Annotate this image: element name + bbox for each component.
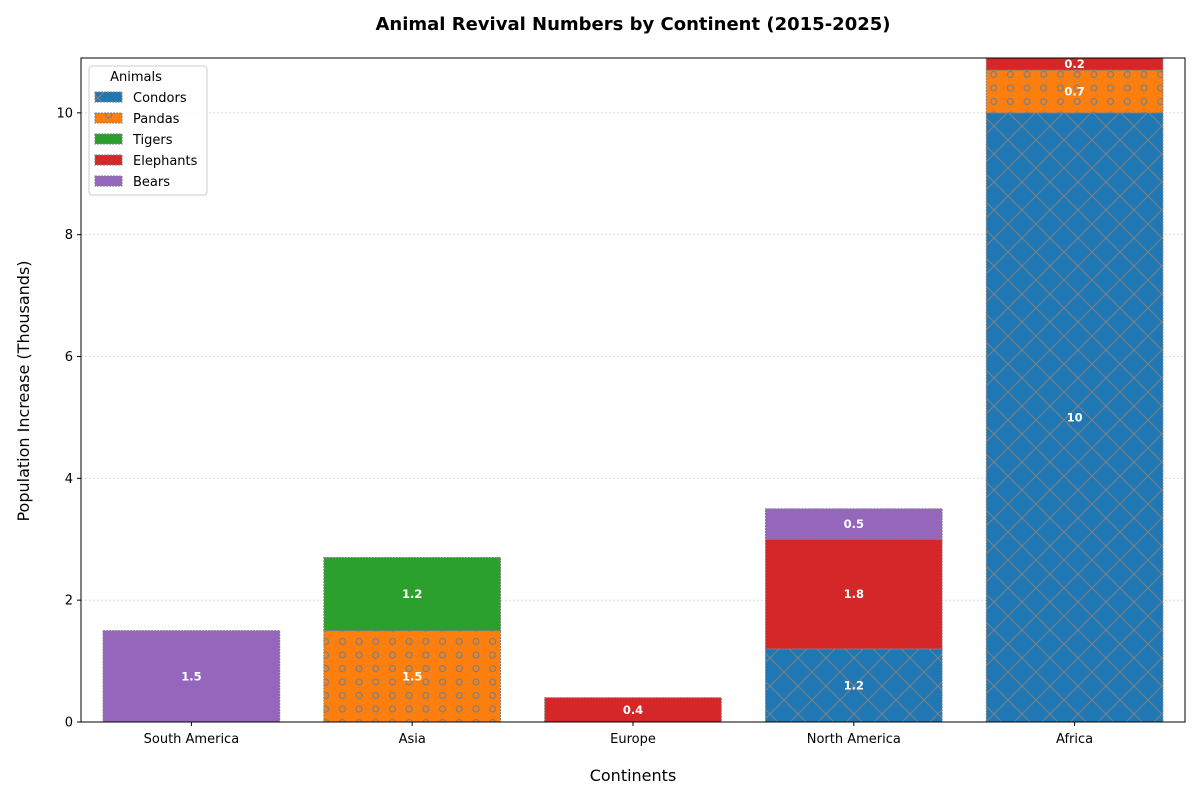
legend-swatch-pandas-edge [94, 112, 123, 124]
legend-label-condors: Condors [133, 91, 187, 106]
x-tick-label: North America [807, 732, 901, 747]
legend-swatch-tigers [95, 134, 122, 144]
x-tick-label: Africa [1056, 732, 1093, 747]
y-tick-label: 2 [65, 594, 73, 609]
y-tick-label: 0 [65, 716, 73, 731]
bar-bears-south-america [103, 630, 280, 722]
y-tick-label: 4 [65, 472, 73, 487]
bar-condors-north-america-hatch [765, 648, 943, 722]
data-label: 1.5 [402, 669, 422, 683]
y-axis-title: Population Increase (Thousands) [14, 260, 33, 521]
x-tick-label: Asia [399, 732, 426, 747]
legend-label-tigers: Tigers [132, 133, 173, 148]
bar-pandas-asia-hatch [323, 630, 501, 722]
bar-tigers-asia [323, 557, 501, 631]
data-label: 0.5 [844, 517, 864, 531]
legend-swatch-condors-edge [94, 91, 123, 103]
bar-tigers-asia-edge [323, 557, 502, 632]
bar-bears-north-america-edge [764, 508, 943, 540]
data-label: 1.2 [844, 678, 864, 692]
data-label: 1.2 [402, 587, 422, 601]
data-label: 1.5 [181, 669, 201, 683]
bar-bears-north-america [765, 508, 943, 540]
legend-swatch-elephants [95, 155, 122, 165]
x-tick-label: South America [144, 732, 240, 747]
bar-condors-north-america-edge [764, 648, 943, 723]
bar-condors-africa-hatch [986, 112, 1163, 723]
bar-elephants-africa [986, 58, 1163, 71]
bar-pandas-africa-hatch [986, 70, 1163, 113]
legend-swatch-pandas-hatch [95, 113, 122, 123]
legend-label-bears: Bears [133, 175, 170, 190]
bar-elephants-north-america [765, 539, 943, 649]
legend: Animals Condors Pandas Tigers Elephants Bears [88, 65, 208, 196]
x-axis-title: Continents [590, 766, 677, 785]
data-label: 0.4 [623, 703, 643, 717]
legend-swatch-condors-hatch [95, 92, 122, 102]
legend-swatch-bears [95, 176, 122, 186]
legend-swatch-bears-edge [94, 175, 123, 187]
legend-title: Animals [110, 70, 162, 85]
legend-swatch-elephants-edge [94, 154, 123, 166]
chart-title: Animal Revival Numbers by Continent (201… [375, 14, 890, 35]
y-tick-label: 8 [65, 228, 73, 243]
y-tick-label: 10 [56, 106, 73, 121]
data-label: 0.2 [1064, 57, 1084, 71]
data-label: 0.7 [1064, 85, 1084, 99]
bar-elephants-europe [544, 697, 722, 722]
data-label: 10 [1067, 410, 1083, 424]
legend-label-elephants: Elephants [133, 154, 198, 169]
y-tick-label: 6 [65, 350, 73, 365]
legend-swatch-tigers-edge [94, 133, 123, 145]
bar-bears-south-america-edge [102, 630, 281, 723]
legend-label-pandas: Pandas [133, 112, 180, 127]
x-tick-label: Europe [610, 732, 656, 747]
data-label: 1.8 [844, 587, 864, 601]
